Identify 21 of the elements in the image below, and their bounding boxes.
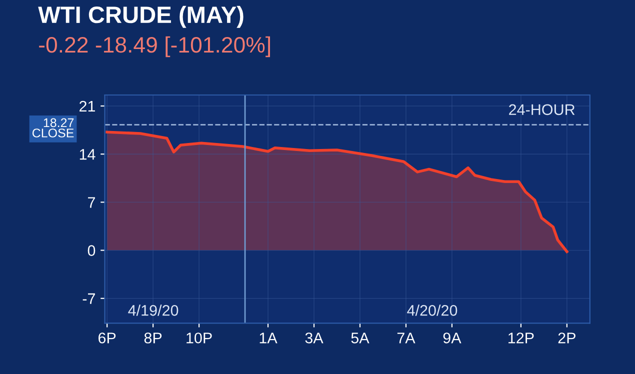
x-tick-label: 12P [508, 332, 534, 344]
x-tick-label: 6P [98, 332, 116, 344]
x-tick-label: 9A [443, 332, 462, 344]
ref-line-label: 18.27 CLOSE [32, 118, 74, 138]
x-tick-label: 7A [397, 332, 416, 344]
y-tick-label: -7 [82, 293, 95, 304]
y-tick-label: 0 [88, 245, 96, 256]
annotation: 24-HOUR [509, 104, 575, 116]
annotation: 4/20/20 [407, 304, 458, 316]
y-tick-label: 21 [80, 100, 96, 112]
x-tick-label: 5A [351, 332, 370, 344]
x-tick-label: 3A [305, 332, 324, 344]
x-tick-label: 8P [144, 332, 162, 344]
y-tick-label: 14 [80, 149, 96, 160]
x-tick-label: 1A [260, 332, 278, 344]
chart-subtitle: -0.22 -18.49 [-101.20%] [39, 36, 270, 58]
x-tick-label: 2P [558, 332, 576, 344]
x-tick-label: 10P [186, 332, 212, 344]
annotation: 4/19/20 [128, 304, 178, 316]
y-tick-label: 7 [88, 197, 95, 208]
chart-title: WTI CRUDE (MAY) [38, 6, 244, 28]
